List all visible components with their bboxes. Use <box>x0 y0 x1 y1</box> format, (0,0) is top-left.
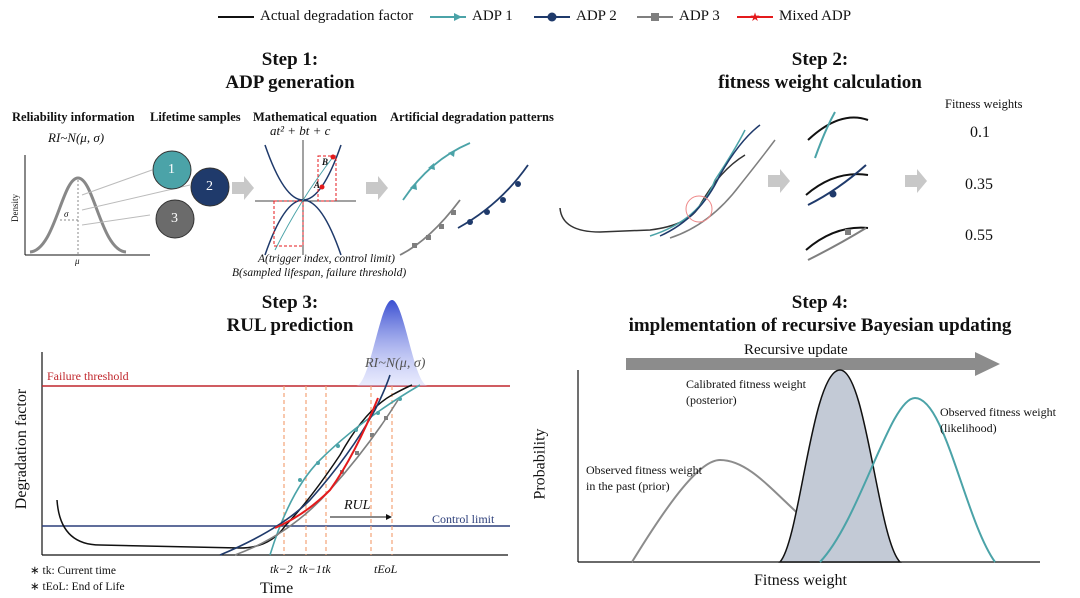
density-label: Density <box>10 194 20 222</box>
weight-2: 0.35 <box>965 176 993 193</box>
prior-label: Observed fitness weight in the past (pri… <box>586 463 702 493</box>
point-b-label: B <box>322 157 329 167</box>
step3-title: Step 3: RUL prediction <box>226 292 354 336</box>
note-a: A(trigger index, control limit) <box>258 253 395 265</box>
svg-text:★: ★ <box>750 12 761 22</box>
weight-1: 0.1 <box>970 124 990 141</box>
sample-3-label: 3 <box>171 211 178 226</box>
step3-ylabel: Degradation factor <box>13 388 31 510</box>
tick-k1: tk−1 <box>299 562 322 576</box>
step1-title: Step 1: ADP generation <box>225 49 355 93</box>
legend-actual: Actual degradation factor <box>218 8 414 24</box>
tick-k2: tk−2 <box>270 562 293 576</box>
step3-xlabel: Time <box>260 580 294 597</box>
step4-ylabel: Probability <box>531 428 549 500</box>
step3-plot <box>41 300 510 556</box>
recursive-update-label: Recursive update <box>744 342 848 358</box>
note-b: B(sampled lifespan, failure threshold) <box>232 267 407 279</box>
failure-threshold-label: Failure threshold <box>47 369 129 383</box>
step3-ri-formula: RI~N(μ, σ) <box>365 356 426 371</box>
col-patterns: Artificial degradation patterns <box>390 110 554 124</box>
weight-3: 0.55 <box>965 227 993 244</box>
step2-plot <box>559 111 869 261</box>
step2-title: Step 2: fitness weight calculation <box>718 49 922 93</box>
legend-adp1: ADP 1 <box>430 8 513 25</box>
col-equation: Mathematical equation <box>253 110 377 124</box>
col-reliability: Reliability information <box>12 110 135 124</box>
tick-k: tk <box>322 562 331 576</box>
density-plot <box>24 155 150 256</box>
step4-xlabel: Fitness weight <box>754 572 847 589</box>
legend-mixed: ★ Mixed ADP <box>737 8 852 24</box>
legend-adp2: ADP 2 <box>534 8 617 25</box>
process-arrows <box>232 169 927 200</box>
point-a-label: A <box>314 180 321 190</box>
mu-label: μ <box>75 256 80 266</box>
weights-header: Fitness weights <box>945 97 1023 111</box>
legend-adp3: ADP 3 <box>637 8 720 25</box>
step4-plot <box>577 352 1040 563</box>
col-samples: Lifetime samples <box>150 110 241 124</box>
equation-plot <box>255 140 356 256</box>
sample-2-label: 2 <box>206 179 213 194</box>
note-teol: ∗ tEoL: End of Life <box>30 581 125 593</box>
equation: at² + bt + c <box>270 123 331 138</box>
posterior-label: Calibrated fitness weight (posterior) <box>686 377 806 407</box>
sample-1-label: 1 <box>168 162 175 177</box>
control-limit-label: Control limit <box>432 512 495 526</box>
ri-formula: RI~N(μ, σ) <box>48 130 105 145</box>
rul-label: RUL <box>344 498 371 513</box>
sample-circles <box>152 150 230 239</box>
sigma-label: σ <box>64 209 69 219</box>
tick-eol: tEoL <box>374 562 398 576</box>
likelihood-label: Observed fitness weight (likelihood) <box>940 405 1056 435</box>
step4-title: Step 4: implementation of recursive Bayes… <box>628 292 1012 336</box>
adp-patterns <box>399 142 529 256</box>
note-tk: ∗ tk: Current time <box>30 565 116 577</box>
